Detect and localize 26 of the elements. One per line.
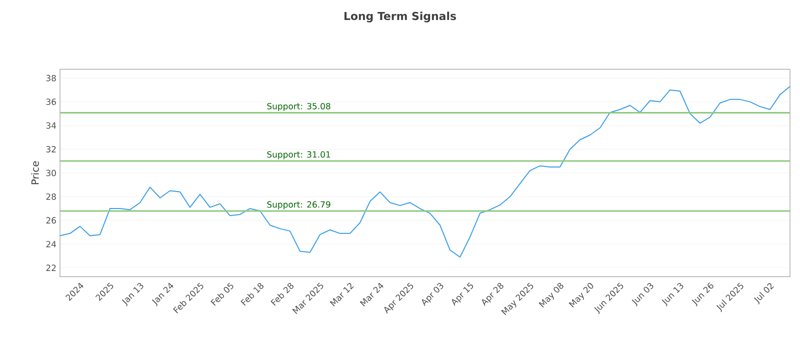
y-tick-label: 38	[46, 74, 56, 82]
x-tick-label: Jan 13	[122, 282, 144, 306]
x-tick-label: Feb 18	[240, 282, 264, 306]
y-tick-label: 30	[46, 170, 56, 176]
y-tick-label: 26	[46, 217, 56, 224]
y-axis-title: Price	[31, 161, 39, 184]
x-tick-label: Jan 24	[152, 282, 174, 306]
ref-line-label: Support: 35.08	[267, 102, 330, 112]
x-tick-label: Jun 13	[662, 282, 684, 307]
ref-line-label: Support: 26.79	[267, 201, 330, 210]
y-tick-label: 24	[46, 240, 56, 248]
x-tick-label: Jul 02	[754, 283, 774, 304]
ref-line-label: Support: 31.01	[267, 151, 330, 160]
y-tick-label: 28	[46, 193, 56, 200]
x-tick-label: Jun 26	[692, 282, 714, 307]
y-tick-label: 36	[46, 98, 56, 106]
chart-title: Long Term Signals	[344, 12, 456, 22]
y-tick-label: 32	[46, 146, 56, 152]
x-tick-label: Jun 03	[632, 282, 654, 307]
x-tick-label: Feb 05	[210, 282, 234, 306]
y-tick-label: 22	[46, 264, 56, 271]
y-tick-label: 34	[46, 122, 56, 129]
x-tick-label: Apr 15	[452, 282, 474, 306]
x-tick-label: Feb 28	[270, 282, 294, 306]
x-tick-label: Apr 28	[482, 282, 504, 306]
x-tick-label: Apr 03	[422, 282, 444, 306]
